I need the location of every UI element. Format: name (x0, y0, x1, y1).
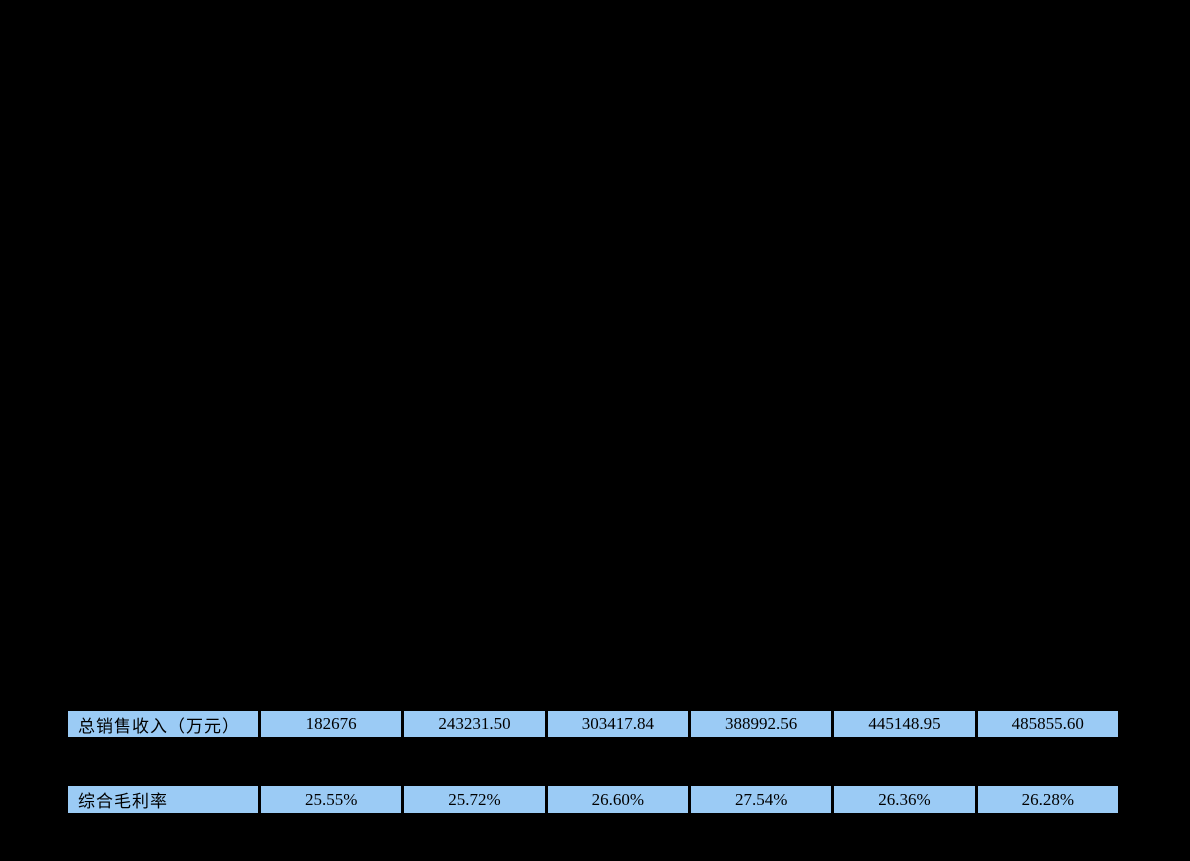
table-row-gross-margin: 综合毛利率 25.55% 25.72% 26.60% 27.54% 26.36%… (68, 786, 1118, 813)
table-cell: 26.28% (977, 786, 1118, 813)
row-label: 总销售收入（万元） (68, 711, 258, 737)
table-cell: 388992.56 (690, 711, 832, 737)
table-cell: 182676 (261, 711, 402, 737)
table-cell: 303417.84 (547, 711, 688, 737)
table-cell: 485855.60 (977, 711, 1118, 737)
table-cell: 25.55% (261, 786, 402, 813)
table-cell: 25.72% (404, 786, 545, 813)
table-cell: 26.36% (834, 786, 975, 813)
table-cell: 27.54% (690, 786, 832, 813)
table-row-total-sales-revenue: 总销售收入（万元） 182676 243231.50 303417.84 388… (68, 711, 1118, 737)
row-label: 综合毛利率 (68, 786, 258, 813)
table-cell: 445148.95 (834, 711, 975, 737)
table-cell: 243231.50 (404, 711, 545, 737)
table-cell: 26.60% (547, 786, 688, 813)
